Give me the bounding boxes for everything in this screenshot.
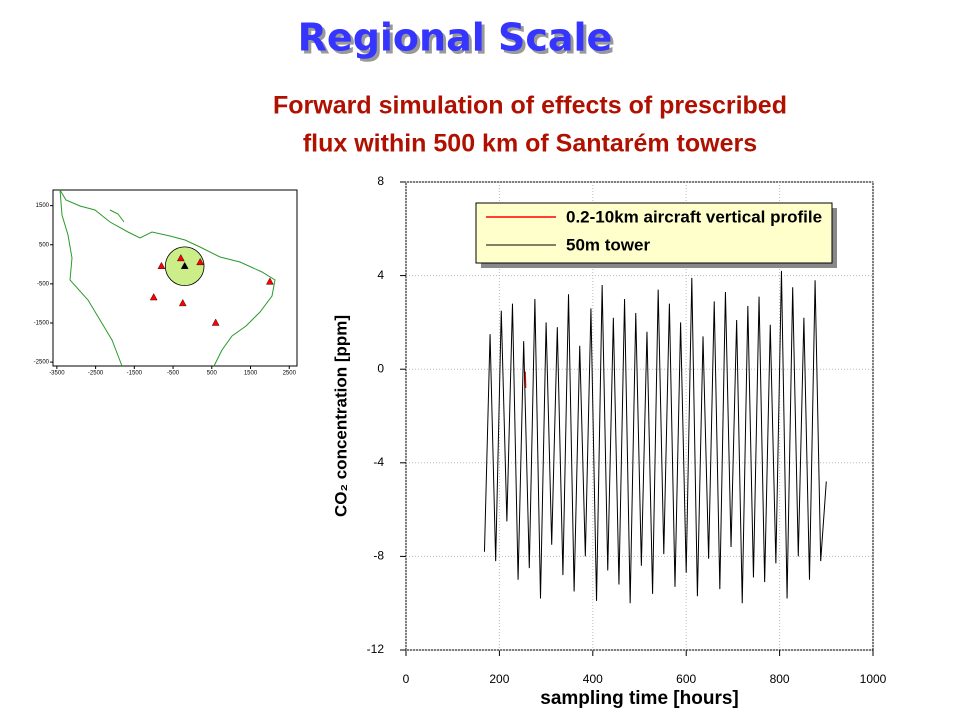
y-tick-label: -2500 (34, 360, 50, 366)
y-tick-label: 500 (39, 242, 50, 248)
y-tick-label: 4 (377, 268, 384, 282)
legend-label: 0.2-10km aircraft vertical profile (566, 207, 822, 226)
x-tick-label: -1500 (127, 371, 143, 377)
x-tick-label: 2500 (283, 371, 297, 377)
x-tick-label: 400 (583, 672, 603, 686)
x-tick-label: 800 (770, 672, 790, 686)
y-axis-label: CO₂ concentration [ppm] (331, 315, 350, 517)
series-line (484, 271, 826, 603)
y-tick-label: 1500 (36, 203, 50, 209)
x-tick-label: 500 (207, 371, 218, 377)
y-tick-label: 0 (377, 361, 384, 375)
x-tick-label: -500 (167, 371, 180, 377)
y-tick-label: 8 (377, 174, 384, 188)
slide-title: Regional Scale (298, 16, 613, 60)
y-tick-label: -12 (367, 642, 385, 656)
x-tick-label: 200 (489, 672, 509, 686)
y-tick-label: -1500 (34, 321, 50, 327)
x-axis-label: sampling time [hours] (540, 688, 738, 709)
x-tick-label: -3500 (49, 371, 65, 377)
x-tick-label: 1000 (860, 672, 887, 686)
x-tick-label: -2500 (88, 371, 104, 377)
x-tick-label: 600 (676, 672, 696, 686)
y-tick-label: -4 (373, 455, 384, 469)
legend-label: 50m tower (566, 235, 650, 254)
subtitle-line: Forward simulation of effects of prescri… (273, 92, 787, 120)
subtitle-line: flux within 500 km of Santarém towers (303, 130, 757, 158)
x-tick-label: 0 (403, 672, 410, 686)
y-tick-label: -8 (373, 549, 384, 563)
x-tick-label: 1500 (244, 371, 258, 377)
y-tick-label: -500 (37, 281, 50, 287)
